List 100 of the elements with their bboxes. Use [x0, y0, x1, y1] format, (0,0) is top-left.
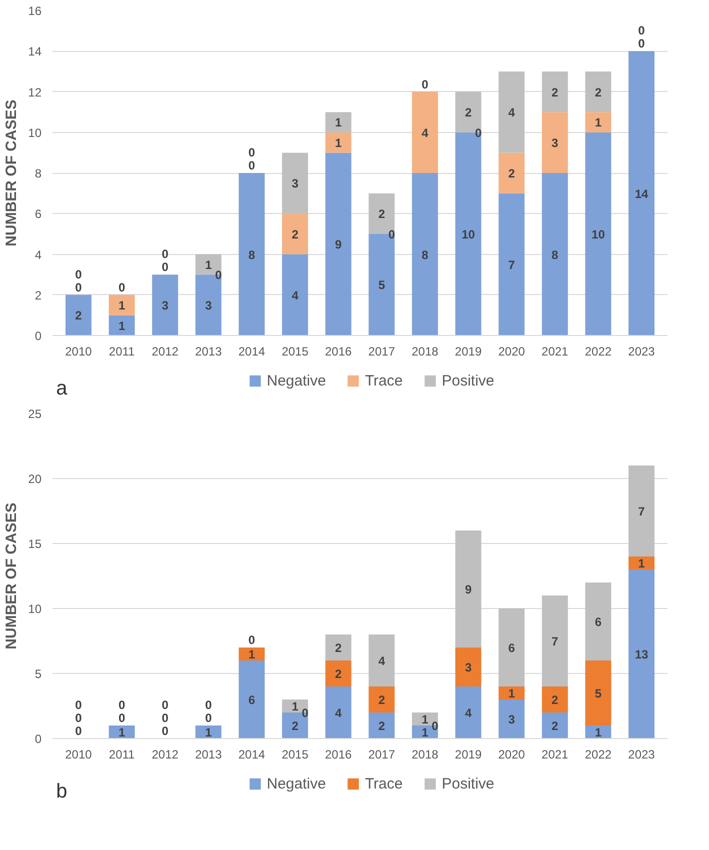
data-label: 0	[205, 698, 212, 712]
x-tick-label: 2016	[324, 748, 352, 762]
x-tick-label: 2015	[282, 748, 309, 762]
bar	[542, 686, 568, 712]
data-label: 0	[474, 126, 482, 140]
legend-label: Negative	[266, 775, 326, 792]
data-label: 4	[464, 706, 472, 720]
data-label: 1	[594, 116, 602, 130]
y-tick-label: 5	[34, 667, 42, 681]
y-tick-label: 6	[34, 207, 42, 222]
bar	[498, 686, 525, 700]
bar	[412, 173, 438, 336]
data-label: 0	[162, 247, 169, 262]
bar	[542, 71, 568, 112]
data-label: 0	[75, 711, 82, 725]
x-tick-label: 2020	[498, 748, 526, 762]
bar	[628, 556, 655, 570]
bar	[585, 112, 612, 132]
data-label: 5	[594, 686, 602, 700]
data-label: 4	[292, 288, 299, 302]
bar	[238, 648, 265, 660]
data-label: 2	[378, 693, 386, 707]
x-tick-label: 2012	[152, 344, 179, 358]
data-label: 4	[508, 106, 516, 120]
data-label: 3	[162, 298, 169, 313]
data-label: 3	[205, 298, 212, 313]
data-label: 4	[422, 126, 429, 140]
data-label: 0	[75, 724, 82, 738]
data-label: 1	[118, 298, 126, 313]
text: a	[56, 378, 68, 400]
data-label: 0	[638, 36, 646, 51]
data-label: 8	[248, 248, 256, 262]
data-label: 6	[594, 615, 602, 629]
data-label: 6	[508, 641, 516, 655]
x-tick-label: 2019	[454, 344, 482, 358]
x-tick-label: 2023	[628, 344, 656, 358]
bar	[368, 686, 395, 712]
data-label: 0	[75, 267, 82, 282]
bar	[238, 173, 265, 336]
data-label: 3	[464, 660, 472, 674]
legend-label: Trace	[364, 372, 403, 389]
bar	[585, 582, 612, 660]
data-label: 0	[388, 227, 396, 242]
data-label: 0	[638, 24, 646, 38]
data-label: 1	[508, 686, 516, 700]
x-tick-label: 2020	[498, 344, 526, 358]
bar	[325, 634, 352, 660]
data-label: 0	[215, 268, 222, 282]
x-tick-label: 2013	[195, 748, 222, 762]
data-label: 14	[634, 186, 649, 201]
data-label: 7	[638, 504, 646, 518]
data-label: 2	[552, 85, 559, 100]
bar	[412, 92, 438, 173]
bar	[282, 152, 308, 214]
data-label: 0	[248, 633, 256, 647]
y-tick-label: 15	[28, 537, 42, 551]
data-label: 8	[422, 248, 429, 262]
data-label: 3	[552, 136, 559, 150]
bar	[628, 570, 655, 738]
data-label: 0	[432, 719, 439, 733]
data-label: 2	[292, 719, 299, 733]
data-label: 0	[75, 698, 82, 712]
bar	[542, 112, 568, 173]
bar	[585, 660, 612, 726]
bar	[325, 132, 352, 153]
data-label: 2	[335, 667, 342, 681]
bar	[368, 712, 395, 738]
data-label: 0	[205, 711, 212, 725]
y-tick-label: 25	[28, 407, 42, 421]
bar	[325, 112, 352, 132]
data-label: 2	[508, 166, 516, 180]
x-tick-label: 2011	[108, 748, 136, 762]
x-tick-label: 2022	[584, 344, 612, 358]
data-label: 1	[422, 726, 429, 740]
y-tick-label: 10	[28, 126, 42, 140]
bar	[455, 686, 482, 738]
x-tick-label: 2013	[195, 344, 222, 358]
data-label: 0	[75, 280, 82, 294]
bar	[152, 274, 178, 336]
data-label: 0	[162, 698, 169, 712]
data-label: 2	[464, 106, 472, 120]
data-label: 0	[118, 698, 126, 712]
data-label: 2	[594, 85, 602, 100]
data-label: 1	[118, 318, 126, 333]
data-label: 2	[292, 227, 299, 242]
data-label: 0	[118, 280, 126, 294]
data-label: 9	[335, 238, 342, 252]
data-label: 7	[508, 258, 516, 272]
y-tick-label: 10	[28, 602, 42, 616]
y-tick-label: 14	[28, 44, 42, 59]
x-tick-label: 2021	[542, 748, 569, 762]
data-label: 1	[335, 136, 342, 150]
data-label: 0	[422, 77, 429, 92]
data-label: 0	[302, 706, 309, 720]
data-label: 8	[552, 248, 559, 262]
data-label: 1	[638, 556, 646, 570]
bar	[325, 660, 352, 686]
bar	[455, 530, 482, 648]
legend-label: Positive	[442, 372, 494, 389]
data-label: 2	[335, 641, 342, 655]
